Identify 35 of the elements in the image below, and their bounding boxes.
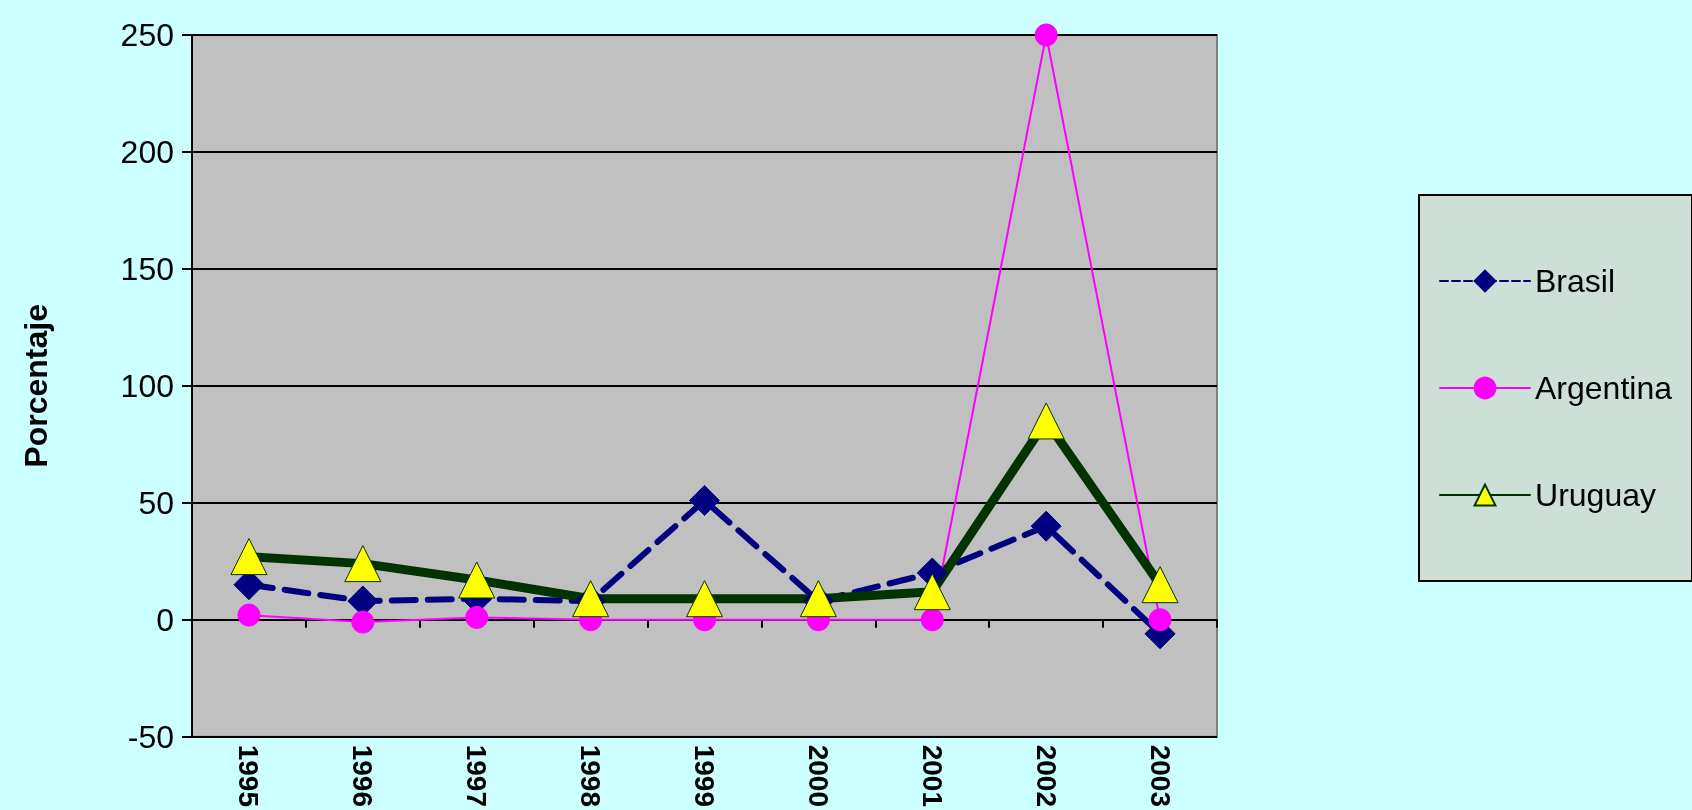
point [1148, 608, 1172, 632]
point [1027, 402, 1065, 440]
x-tick-label: 1995 [233, 744, 265, 808]
point [458, 561, 496, 599]
point [920, 608, 944, 632]
x-tick-label: 2002 [1030, 744, 1062, 808]
point [344, 545, 382, 583]
legend-label: Argentina [1535, 370, 1673, 406]
point [351, 610, 375, 634]
legend-label: Brasil [1535, 263, 1616, 299]
y-tick-label: 200 [120, 133, 174, 170]
point [237, 603, 261, 627]
x-tick-label: 1999 [689, 744, 720, 808]
point [230, 538, 268, 576]
y-axis-title: Porcentaje [18, 304, 54, 468]
x-tick-label: 2000 [802, 744, 834, 808]
y-tick-label: 100 [120, 367, 174, 404]
x-tick-label: 1997 [461, 744, 493, 808]
point [689, 484, 720, 516]
point [913, 573, 951, 611]
point [1030, 510, 1062, 542]
point [1034, 23, 1058, 47]
x-tick-label: 2001 [916, 744, 948, 808]
y-tick-label: 50 [138, 484, 174, 521]
point [465, 605, 489, 629]
point [1141, 566, 1179, 604]
x-tick-label: 1998 [575, 744, 607, 808]
point [686, 580, 723, 618]
y-tick-label: 250 [120, 17, 174, 53]
x-tick-label: 2003 [1144, 744, 1176, 808]
y-tick-label: -50 [127, 718, 174, 755]
x-tick-label: 1996 [347, 744, 379, 808]
legend-label: Uruguay [1535, 477, 1656, 513]
y-tick-label: 150 [120, 250, 174, 287]
y-tick-label: 0 [156, 601, 174, 638]
